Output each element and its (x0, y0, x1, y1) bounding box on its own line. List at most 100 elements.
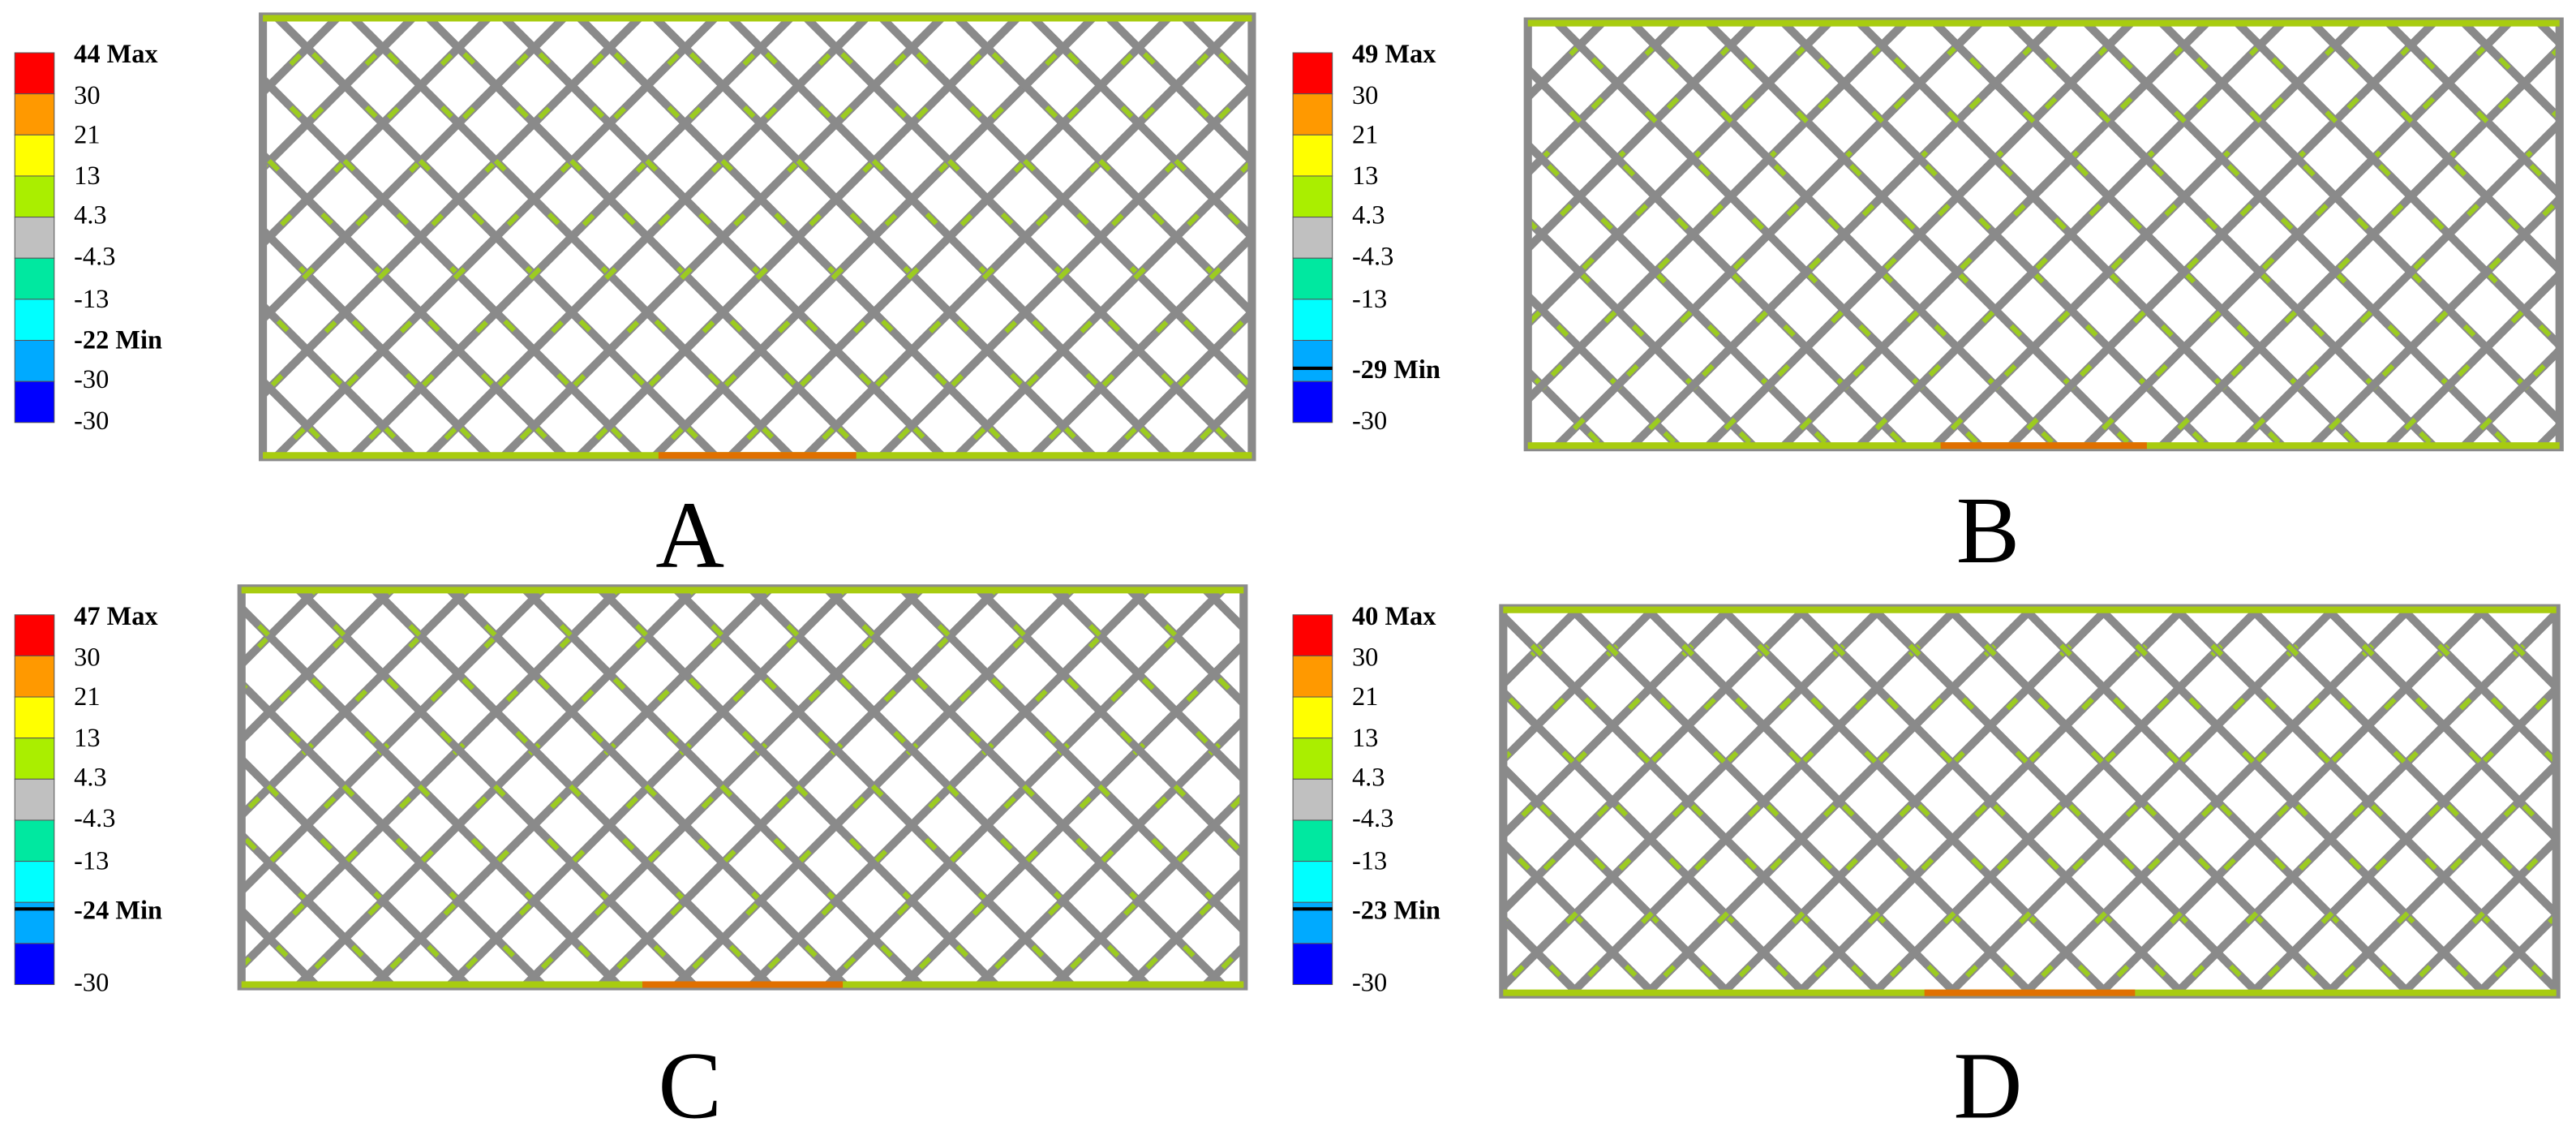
legend-label: 4.3 (1352, 201, 1385, 230)
strut (263, 16, 493, 250)
strut (263, 16, 569, 325)
strut (1503, 608, 1809, 917)
strut (1410, 16, 1850, 457)
legend-label: -29 Min (1352, 355, 1440, 385)
strut (263, 16, 418, 174)
legend-label: -24 Min (74, 896, 162, 925)
strut (241, 588, 320, 670)
legend-label: 13 (74, 724, 100, 753)
strain (350, 16, 794, 458)
legend-swatch (14, 614, 55, 656)
legend-label: 4.3 (74, 201, 107, 230)
strain (728, 16, 1172, 458)
strain (241, 680, 546, 987)
strut (2474, 608, 2557, 694)
strain (1410, 16, 1850, 457)
legend-swatch (1292, 339, 1333, 382)
strain (2248, 685, 2557, 995)
strut (2248, 608, 2557, 920)
legend-swatch (1292, 738, 1333, 780)
legend-swatch (1292, 52, 1333, 95)
legend-swatch (1292, 778, 1333, 821)
strut (1855, 21, 2287, 448)
strain (425, 16, 869, 458)
strut (1050, 789, 1244, 987)
legend-label: -30 (74, 406, 109, 436)
legend-label: 49 Max (1352, 40, 1436, 69)
strut (241, 905, 320, 987)
legend-swatch (1292, 217, 1333, 259)
panel-label: B (1956, 478, 2020, 583)
legend-swatch (14, 134, 55, 177)
strain (1334, 16, 1775, 457)
strut (1503, 837, 1658, 995)
legend-swatch (14, 257, 55, 300)
lattice (1527, 21, 2560, 448)
strain (2385, 21, 2560, 198)
strut (2459, 344, 2560, 448)
strut (1719, 608, 2111, 995)
strain (2475, 608, 2557, 691)
legend-label: 30 (1352, 81, 1378, 110)
legend-label: -4.3 (74, 242, 115, 271)
strain (824, 588, 1226, 987)
strain (1410, 16, 1850, 457)
legend-label: 21 (74, 120, 100, 149)
strut (2474, 910, 2557, 995)
legend-label: -13 (74, 285, 109, 314)
strut (1104, 16, 1252, 167)
strain (878, 82, 1252, 458)
strain (749, 588, 1150, 987)
strain (2248, 608, 2557, 918)
legend-swatch (1292, 861, 1333, 903)
strain (274, 16, 719, 458)
legend-label: 44 Max (74, 40, 158, 69)
legend-swatch (1292, 655, 1333, 698)
strut (2081, 21, 2514, 448)
strut (2459, 21, 2560, 125)
legend-label: 21 (1352, 120, 1378, 149)
panel-label: D (1953, 1034, 2022, 1131)
legend-swatch (1292, 175, 1333, 218)
strut (1527, 290, 1682, 448)
strain (899, 588, 1244, 934)
strut (2020, 608, 2414, 995)
strut (1527, 21, 1607, 103)
strut (2006, 21, 2438, 448)
strain (652, 16, 1097, 458)
strut (1794, 608, 2187, 995)
legend-label: 13 (1352, 161, 1378, 191)
strain (446, 588, 848, 987)
strut (2398, 834, 2557, 995)
strut (1527, 21, 1909, 406)
strain (976, 588, 1244, 858)
legend-swatch (1292, 696, 1333, 739)
legend-label: 30 (1352, 643, 1378, 673)
strain (1106, 308, 1252, 458)
legend-swatch (1292, 257, 1333, 300)
legend-label: 30 (74, 643, 100, 673)
strain (1029, 233, 1252, 458)
strut (1503, 608, 1658, 766)
legend-label: -30 (1352, 406, 1387, 436)
legend-swatch (1292, 614, 1333, 656)
strut (1527, 21, 1682, 179)
strut (1527, 21, 1758, 255)
lattice (1503, 608, 2557, 995)
legend-swatch (1292, 134, 1333, 177)
strain (263, 226, 492, 458)
strut (2172, 608, 2557, 995)
legend-label: -23 Min (1352, 896, 1440, 925)
panel-label: A (655, 483, 724, 588)
strain (576, 16, 1020, 458)
strut (241, 588, 396, 746)
strut (1552, 21, 1985, 448)
legend-swatch (14, 93, 55, 135)
legend-label: 30 (74, 81, 100, 110)
legend-swatch (1292, 93, 1333, 135)
strain (274, 16, 719, 458)
legend-swatch (14, 217, 55, 259)
legend-swatch (14, 52, 55, 95)
lattice (241, 588, 1244, 987)
